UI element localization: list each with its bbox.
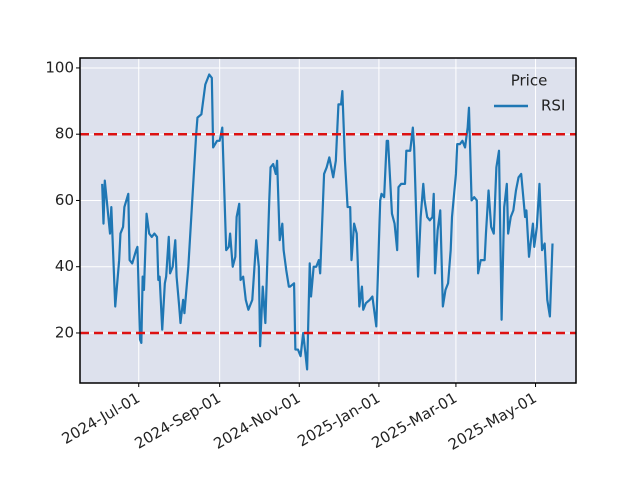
x-tick-label: 2025-May-01 (445, 389, 540, 454)
legend-label: RSI (541, 97, 565, 115)
x-tick-label: 2025-Mar-01 (369, 389, 461, 452)
y-tick-label: 80 (55, 125, 74, 143)
y-tick-label: 100 (45, 58, 74, 76)
x-tick-label: 2024-Nov-01 (211, 389, 304, 453)
y-tick-label: 40 (55, 257, 74, 275)
x-tick-label: 2025-Jan-01 (294, 389, 383, 451)
rsi-line (101, 73, 554, 371)
y-tick-label: 60 (55, 191, 74, 209)
plot-frame (79, 57, 577, 384)
x-tick-label: 2024-Jul-01 (59, 389, 143, 448)
legend-title: Price (511, 72, 548, 90)
y-tick-label: 20 (55, 323, 74, 341)
x-tick-label: 2024-Sep-01 (131, 389, 223, 453)
